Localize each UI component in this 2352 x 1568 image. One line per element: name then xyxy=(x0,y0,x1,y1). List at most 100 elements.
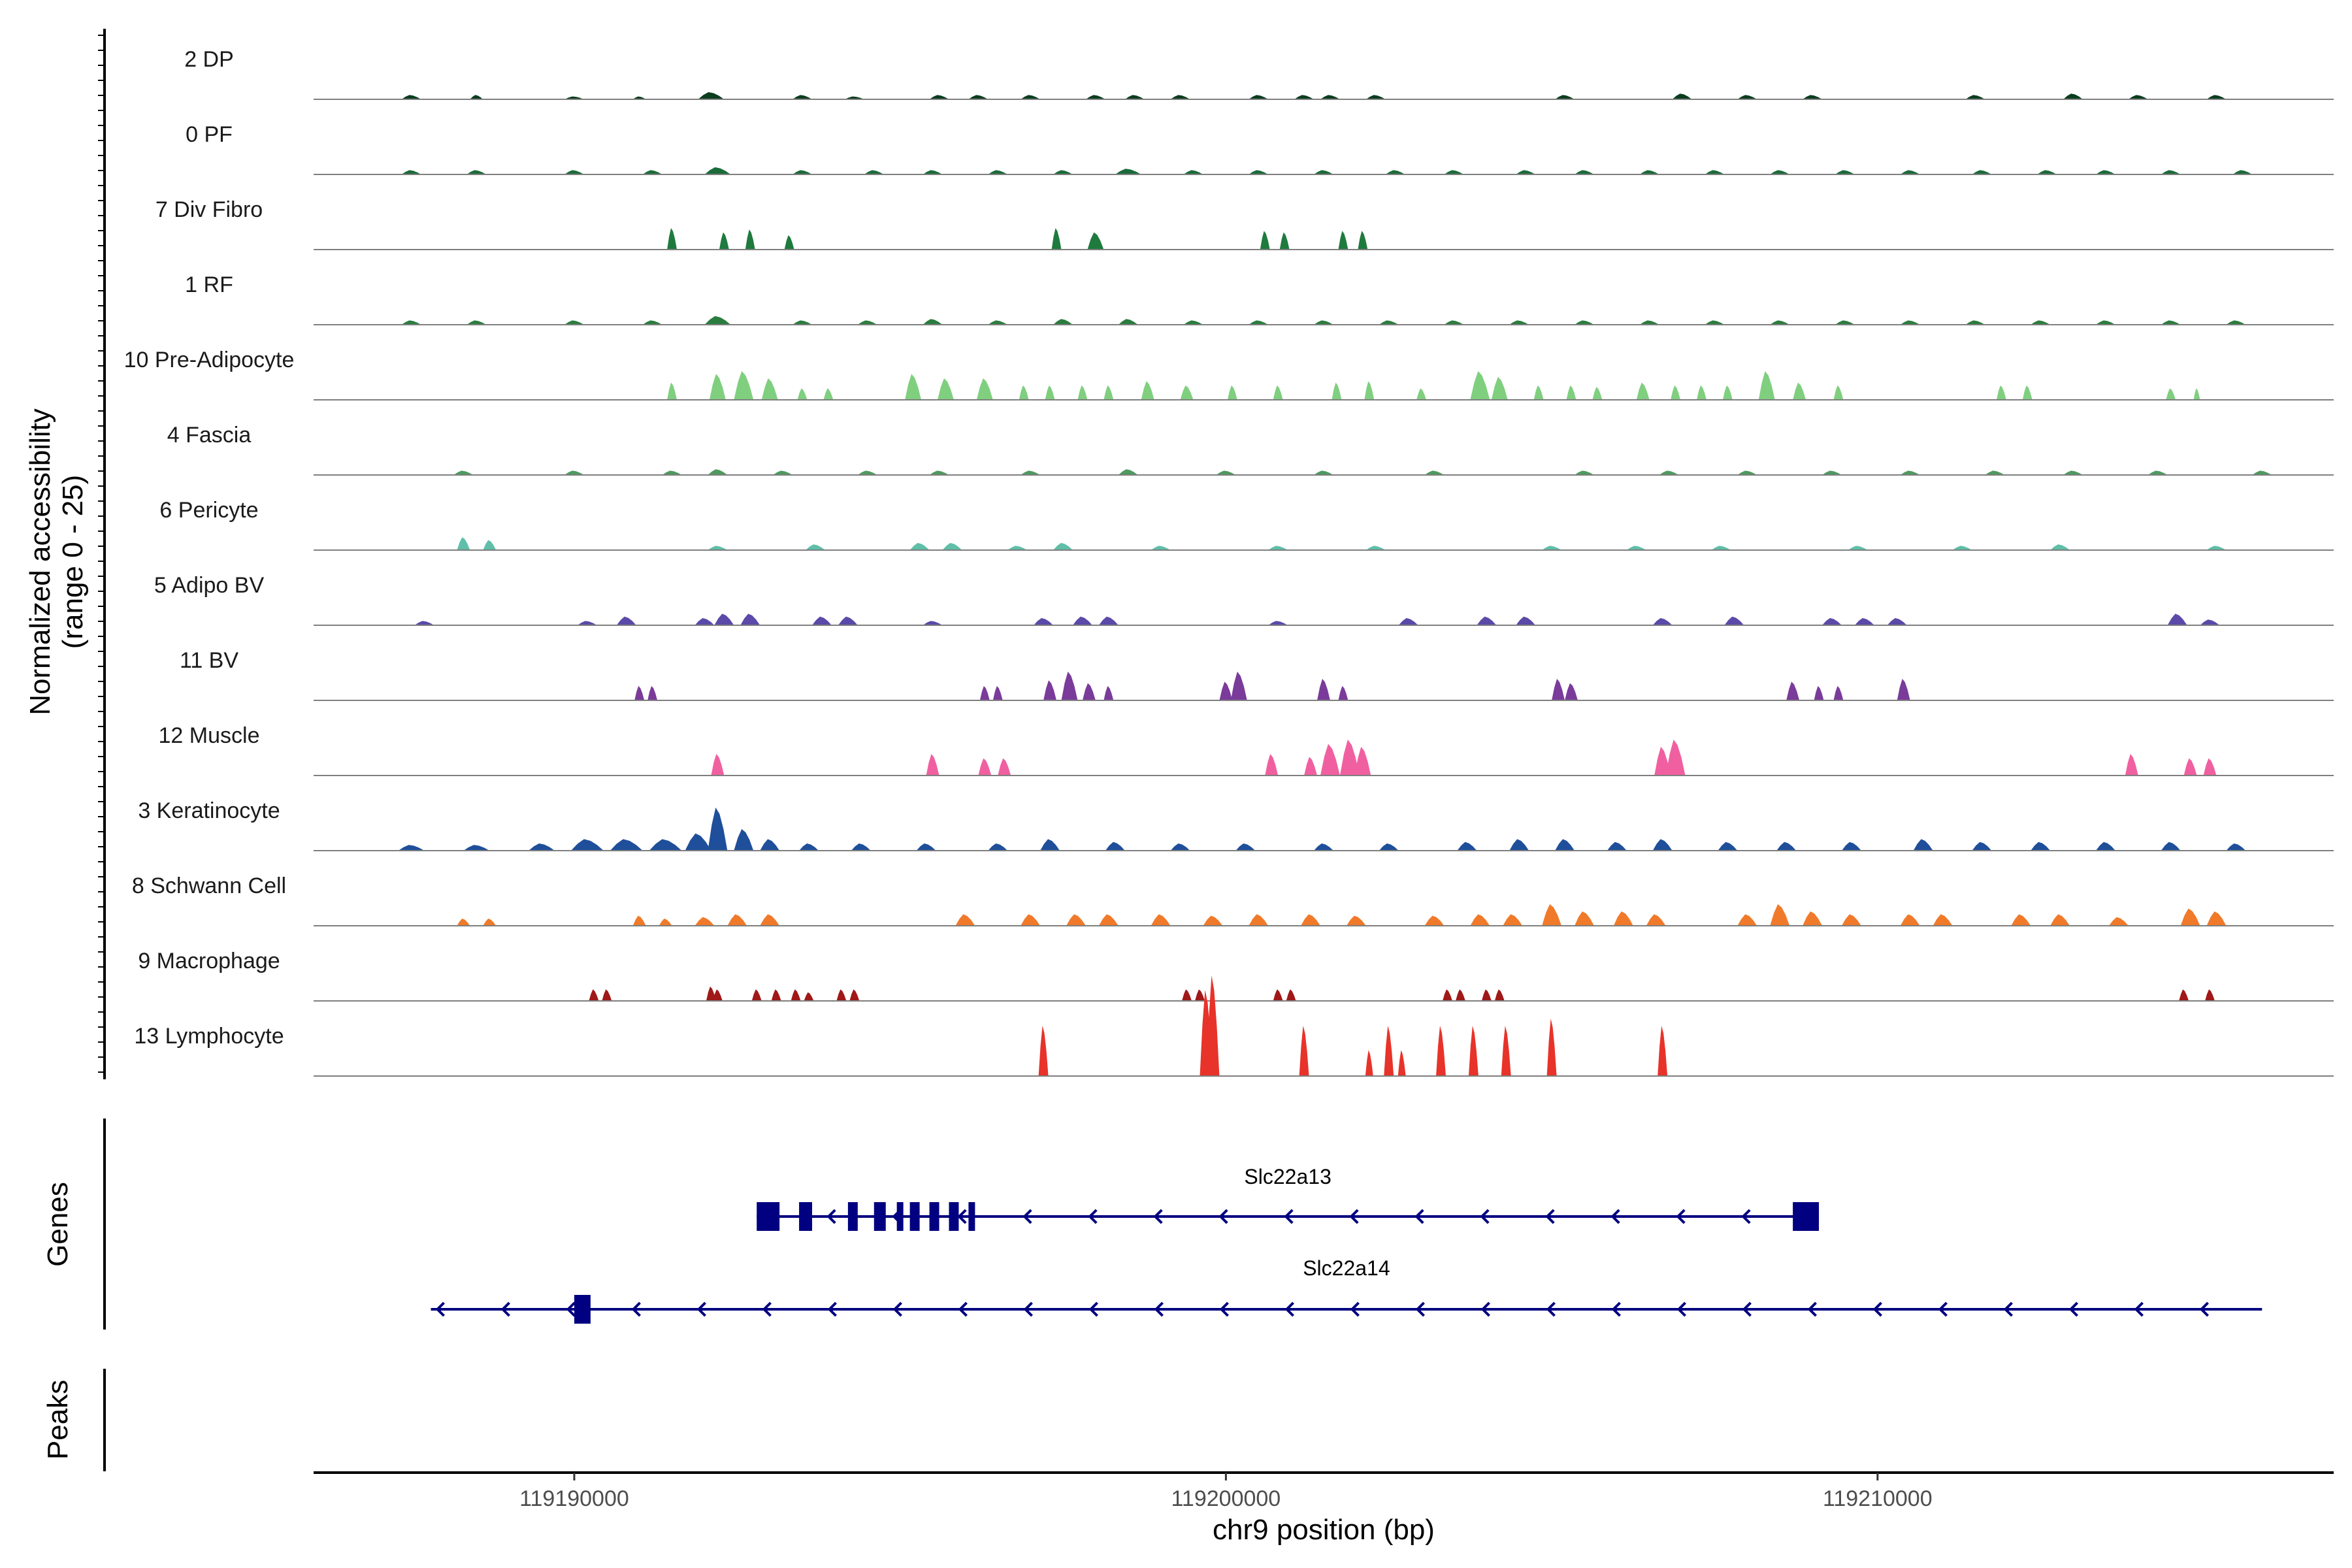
strand-arrow xyxy=(1414,1209,1424,1224)
track-7-div-fibro: 7 Div Fibro xyxy=(155,197,2334,250)
coverage-peak xyxy=(1077,385,1088,400)
exon xyxy=(757,1202,780,1231)
coverage-peak xyxy=(1118,319,1138,325)
coverage-peak xyxy=(694,618,715,625)
coverage-peak xyxy=(577,621,597,625)
coverage-peak xyxy=(929,95,949,99)
coverage-peak xyxy=(864,170,884,174)
track-label: 3 Keratinocyte xyxy=(138,798,280,823)
coverage-peak xyxy=(1206,975,1220,1076)
coverage-peak xyxy=(942,543,962,550)
coverage-peak xyxy=(1770,170,1790,174)
track-label: 2 DP xyxy=(184,47,234,72)
coverage-peak xyxy=(1665,740,1686,776)
coverage-peak xyxy=(2179,989,2189,1001)
strand-arrow xyxy=(892,1301,902,1317)
track-12-muscle: 12 Muscle xyxy=(159,723,2334,776)
coverage-peak xyxy=(1697,385,1707,400)
coverage-peak xyxy=(784,235,794,250)
gene-slc22a13: Slc22a13 xyxy=(757,1165,1820,1231)
coverage-peak xyxy=(708,546,728,550)
coverage-peak xyxy=(1045,385,1055,400)
coverage-peak xyxy=(1183,320,1203,325)
coverage-peak xyxy=(1444,170,1464,174)
coverage-peak xyxy=(1183,170,1203,174)
coverage-peak xyxy=(1235,843,1256,851)
coverage-peak xyxy=(905,374,922,400)
coverage-peak xyxy=(1040,839,1060,851)
strand-arrow xyxy=(1676,1209,1686,1224)
coverage-peak xyxy=(916,843,936,851)
coverage-peak xyxy=(398,845,425,851)
coverage-peak xyxy=(2095,170,2115,174)
coverage-peak xyxy=(792,170,813,174)
coverage-peak xyxy=(909,543,930,550)
coverage-peak xyxy=(1053,319,1073,325)
coverage-peak xyxy=(1477,616,1497,625)
coverage-peak xyxy=(1833,385,1844,400)
coverage-peak xyxy=(1718,841,1738,851)
coverage-peak xyxy=(1180,385,1194,400)
coverage-peak xyxy=(632,915,646,926)
coverage-peak xyxy=(457,537,470,550)
coverage-peak xyxy=(1705,170,1725,174)
genes-panel-label: Genes xyxy=(42,1182,74,1267)
coverage-peak xyxy=(1533,385,1544,400)
coverage-peak xyxy=(2011,914,2031,926)
exon xyxy=(896,1202,904,1231)
coverage-peak xyxy=(1339,740,1360,776)
coverage-peak xyxy=(1575,911,1594,926)
coverage-peak xyxy=(1841,841,1861,851)
coverage-peak xyxy=(1279,232,1290,250)
coverage-peak xyxy=(1331,382,1342,400)
coverage-peak xyxy=(988,320,1008,325)
coverage-peak xyxy=(1294,95,1315,99)
coverage-peak xyxy=(529,843,555,851)
coverage-peak xyxy=(685,833,711,851)
strand-arrow xyxy=(500,1301,510,1317)
coverage-peak xyxy=(2161,841,2181,851)
strand-arrow xyxy=(762,1301,772,1317)
strand-arrow xyxy=(1872,1301,1882,1317)
coverage-peak xyxy=(1509,320,1529,325)
coverage-peak xyxy=(760,839,780,851)
coverage-peak xyxy=(1455,989,1465,1001)
coverage-peak xyxy=(1021,914,1041,926)
track-11-bv: 11 BV xyxy=(180,648,2334,701)
strand-arrow xyxy=(1154,1301,1164,1317)
track-label: 8 Schwann Cell xyxy=(132,874,286,898)
coverage-peak xyxy=(1124,95,1145,99)
coverage-peak xyxy=(799,843,819,851)
coverage-peak xyxy=(1170,95,1190,99)
coverage-peak xyxy=(1286,989,1296,1001)
coverage-peak xyxy=(836,989,847,1001)
coverage-peak xyxy=(1555,839,1575,851)
coverage-peak xyxy=(1654,747,1671,776)
coverage-peak xyxy=(1607,841,1627,851)
coverage-peak xyxy=(694,917,715,926)
coverage-peak xyxy=(1835,170,1855,174)
coverage-peak xyxy=(647,686,658,700)
coverage-peak xyxy=(1822,470,1842,475)
coverage-peak xyxy=(564,320,584,325)
coverage-peak xyxy=(1575,170,1594,174)
coverage-peak xyxy=(1443,989,1452,1001)
y-axis-title: Normalized accessibility (range 0 - 25) xyxy=(24,408,89,715)
strand-arrow xyxy=(1938,1301,1948,1317)
coverage-peak xyxy=(1021,95,1041,99)
coverage-peak xyxy=(1249,320,1269,325)
coverage-peak xyxy=(1314,470,1333,475)
coverage-peak xyxy=(1652,839,1673,851)
coverage-peak xyxy=(992,686,1003,700)
coverage-peak xyxy=(1613,911,1633,926)
coverage-peak xyxy=(1672,93,1692,99)
coverage-peak xyxy=(1182,989,1192,1001)
coverage-peak xyxy=(1358,231,1368,250)
coverage-peak xyxy=(2050,914,2070,926)
coverage-peak xyxy=(1444,320,1464,325)
coverage-peak xyxy=(1552,679,1565,700)
track-2-dp: 2 DP xyxy=(184,47,2334,100)
coverage-peak xyxy=(401,170,421,174)
coverage-peak xyxy=(1854,618,1874,625)
